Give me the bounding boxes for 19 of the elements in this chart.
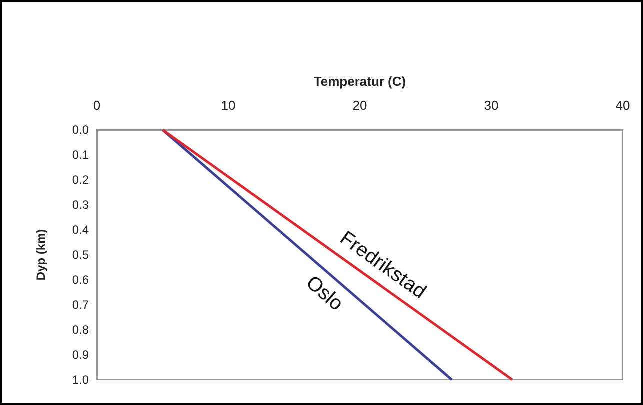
- y-tick-label: 1.0: [72, 373, 90, 387]
- y-tick-label: 0.7: [72, 298, 90, 312]
- y-tick-label: 0.1: [72, 148, 90, 162]
- x-tick-label: 40: [616, 98, 630, 113]
- y-tick-label: 0.4: [72, 223, 90, 237]
- x-tick-label: 20: [352, 98, 368, 113]
- y-axis-title: Dyp (km): [34, 229, 48, 281]
- y-tick-label: 0.8: [72, 323, 90, 337]
- x-tick-label: 0: [93, 98, 101, 113]
- x-axis-title: Temperatur (C): [314, 74, 406, 89]
- y-tick-label: 0.6: [72, 273, 90, 287]
- y-tick-label: 0.9: [72, 348, 90, 362]
- y-tick-label: 0.2: [72, 173, 90, 187]
- y-tick-label: 0.3: [72, 198, 90, 212]
- x-tick-label: 30: [484, 98, 499, 113]
- x-tick-label: 10: [221, 98, 236, 113]
- y-tick-label: 0.0: [72, 123, 90, 137]
- y-tick-label: 0.5: [72, 248, 90, 262]
- text: Oslo: [302, 272, 348, 316]
